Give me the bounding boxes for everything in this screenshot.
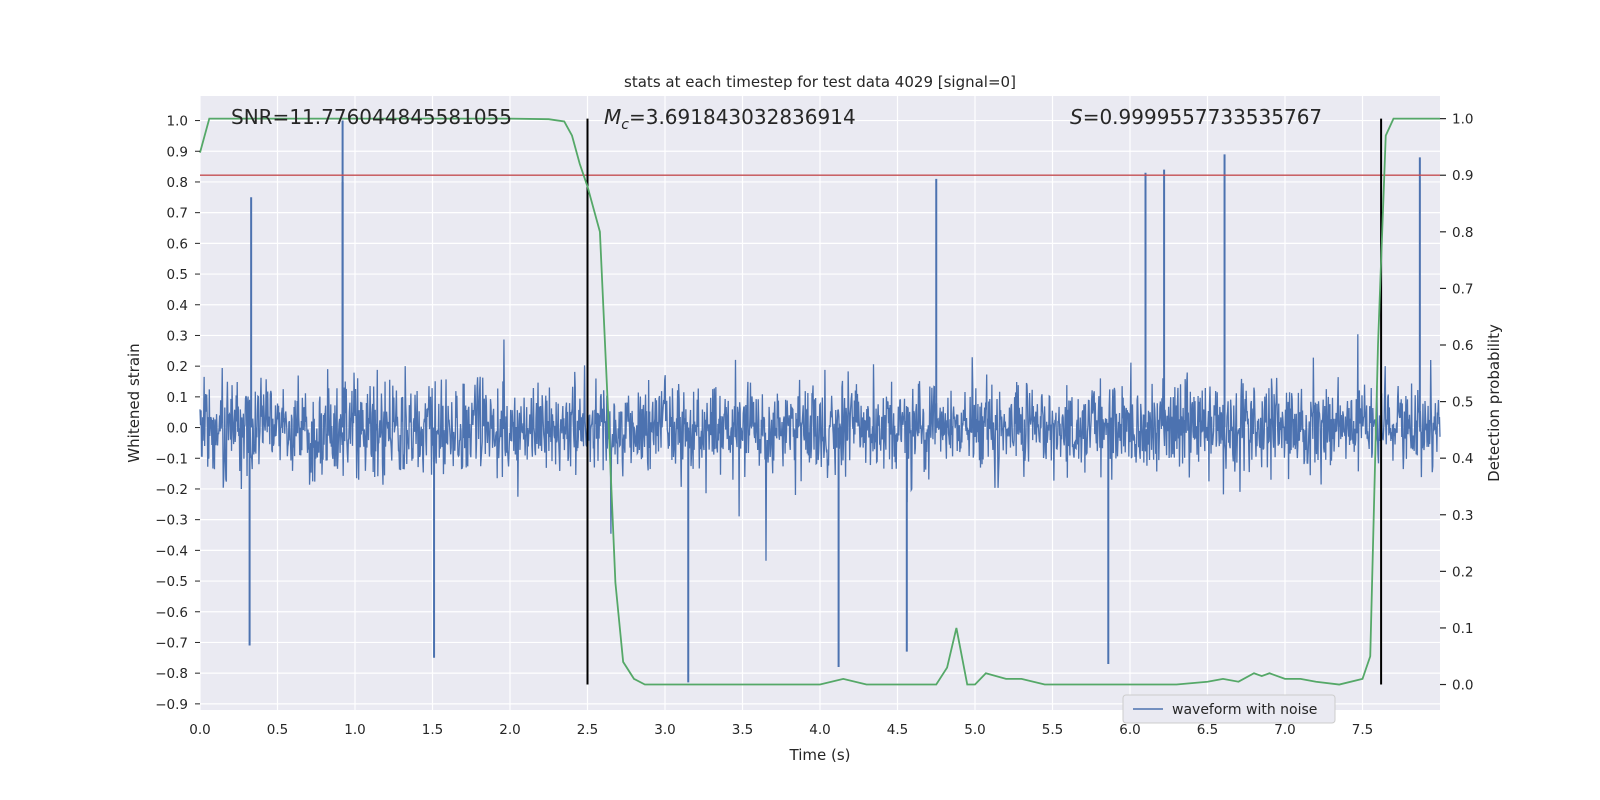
- y-right-tick-label: 0.7: [1452, 281, 1473, 297]
- y-left-tick-label: 0.0: [167, 421, 188, 437]
- y-left-tick-label: −0.2: [155, 482, 188, 498]
- legend-box: [1122, 694, 1336, 724]
- chirp-mass-annotation: Mc=3.691843032836914: [604, 105, 856, 133]
- y-left-tick-label: 0.5: [167, 267, 188, 283]
- x-tick-label: 2.0: [499, 722, 520, 738]
- x-tick-label: 5.0: [964, 722, 985, 738]
- x-tick-label: 2.5: [577, 722, 598, 738]
- x-axis: 0.0 0.5 1.0 1.5 2.0 2.5 3.0 3.5 4.0 4.5 5.0 5.5 6.0 6…: [189, 722, 1373, 738]
- y-right-tick-label: 0.8: [1452, 225, 1473, 241]
- s-symbol: S: [1070, 105, 1083, 129]
- y-left-tick-label: −0.9: [155, 697, 188, 713]
- snr-annotation: SNR=11.776044845581055: [231, 105, 512, 129]
- y-left-tick-label: 0.8: [167, 175, 188, 191]
- y-right-tick-label: 0.4: [1452, 451, 1473, 467]
- legend: waveform with noise: [1122, 694, 1336, 724]
- y-left-tick-label: −0.1: [155, 451, 188, 467]
- y-axis-left: 1.0 0.9 0.8 0.7 0.6 0.5 0.4 0.3 0.2 0.1 0.0 −0.1 −0.…: [155, 114, 200, 713]
- y-right-tick-label: 0.9: [1452, 168, 1473, 184]
- legend-label: waveform with noise: [1172, 702, 1317, 718]
- x-axis-label: Time (s): [789, 746, 851, 764]
- mc-subscript: c: [621, 117, 629, 133]
- overlay-lines: [199, 117, 1440, 686]
- waveform-series: [199, 120, 1441, 683]
- x-tick-label: 7.0: [1274, 722, 1295, 738]
- x-tick-label: 0.5: [267, 722, 288, 738]
- y-right-tick-label: 0.5: [1452, 395, 1473, 411]
- y-left-tick-label: 0.1: [167, 390, 188, 406]
- x-tick-label: 4.5: [887, 722, 908, 738]
- y-axis-left-label: Whitened strain: [125, 343, 143, 462]
- y-right-tick-label: 0.0: [1452, 678, 1473, 694]
- mc-value: =3.691843032836914: [629, 105, 856, 129]
- y-right-tick-label: 0.3: [1452, 508, 1473, 524]
- s-value: =0.9999557733535767: [1083, 105, 1322, 129]
- waveform-line: [199, 334, 1441, 561]
- y-left-tick-label: −0.6: [155, 605, 188, 621]
- y-left-tick-label: 0.3: [167, 328, 188, 344]
- y-axis-right-label: Detection probability: [1485, 324, 1503, 482]
- s-annotation: S=0.9999557733535767: [1070, 105, 1322, 129]
- snr-prefix: SNR=: [231, 105, 289, 129]
- y-left-tick-label: −0.3: [155, 513, 188, 529]
- y-axis-right: 1.0 0.9 0.8 0.7 0.6 0.5 0.4 0.3 0.2 0.1 0.0: [1440, 112, 1473, 694]
- y-left-tick-label: −0.7: [155, 635, 188, 651]
- y-left-tick-label: −0.8: [155, 666, 188, 682]
- x-tick-label: 0.0: [189, 722, 210, 738]
- x-tick-label: 7.5: [1352, 722, 1373, 738]
- y-right-tick-label: 0.2: [1452, 564, 1473, 580]
- y-left-tick-label: 0.6: [167, 236, 188, 252]
- x-tick-label: 1.5: [422, 722, 443, 738]
- y-left-tick-label: 0.9: [167, 144, 188, 160]
- y-right-tick-label: 0.6: [1452, 338, 1473, 354]
- y-left-tick-label: −0.5: [155, 574, 188, 590]
- detection-probability-line: [199, 117, 1440, 686]
- y-left-tick-label: 0.2: [167, 359, 188, 375]
- x-tick-label: 5.5: [1042, 722, 1063, 738]
- snr-value: 11.776044845581055: [289, 105, 512, 129]
- y-left-tick-label: 1.0: [167, 114, 188, 130]
- mc-symbol: M: [604, 105, 621, 129]
- x-tick-label: 6.5: [1197, 722, 1218, 738]
- y-right-tick-label: 1.0: [1452, 112, 1473, 128]
- chart-title: stats at each timestep for test data 402…: [624, 73, 1016, 91]
- x-tick-label: 3.0: [654, 722, 675, 738]
- y-left-tick-label: 0.7: [167, 206, 188, 222]
- x-tick-label: 4.0: [809, 722, 830, 738]
- y-right-tick-label: 0.1: [1452, 621, 1473, 637]
- y-left-tick-label: −0.4: [155, 543, 188, 559]
- x-tick-label: 1.0: [344, 722, 365, 738]
- x-tick-label: 3.5: [732, 722, 753, 738]
- x-tick-label: 6.0: [1119, 722, 1140, 738]
- y-left-tick-label: 0.4: [167, 298, 188, 314]
